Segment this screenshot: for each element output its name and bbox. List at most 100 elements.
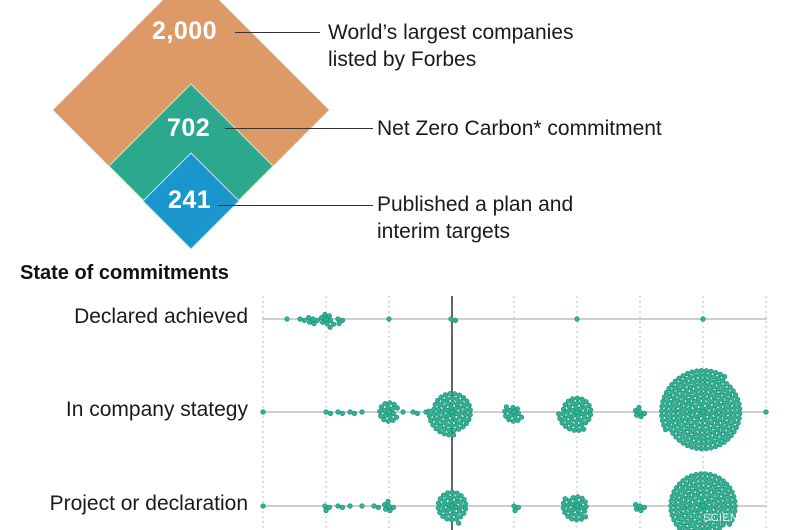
company-dot [734, 396, 741, 403]
company-dot [569, 516, 575, 522]
company-dot [732, 404, 738, 410]
company-dot [681, 422, 687, 428]
company-dot [659, 403, 665, 409]
company-dot [698, 436, 705, 443]
company-dot [663, 389, 670, 396]
company-dot [581, 508, 588, 514]
company-dot [437, 415, 443, 422]
company-dot [508, 412, 514, 418]
company-dot [667, 393, 673, 400]
company-dot [699, 418, 705, 424]
company-dot [435, 397, 441, 404]
company-dot [688, 423, 695, 429]
company-dot [727, 504, 734, 511]
company-dot [719, 490, 725, 496]
company-dot [456, 508, 463, 514]
company-dot [715, 480, 721, 486]
company-dot [711, 395, 718, 401]
company-dot [638, 507, 644, 514]
company-dot [673, 403, 679, 409]
annotation-plan-line2: interim targets [377, 220, 511, 243]
company-dot [688, 522, 694, 529]
company-dot [566, 498, 573, 504]
company-dot [731, 429, 737, 435]
company-dot [575, 494, 581, 500]
company-dot [703, 386, 709, 392]
company-dot [718, 412, 724, 418]
company-dot [330, 321, 337, 327]
company-dot [673, 497, 679, 503]
company-dot [715, 398, 721, 404]
company-dot [717, 371, 723, 377]
company-dot [322, 503, 328, 509]
company-dot [515, 417, 521, 423]
company-dot [722, 486, 728, 493]
company-dot [679, 512, 685, 518]
company-dot [449, 395, 455, 401]
company-dot [581, 426, 587, 432]
company-dot [390, 504, 396, 510]
company-dot [705, 490, 711, 496]
company-dot [697, 381, 703, 388]
company-dot [708, 445, 714, 451]
company-dot [371, 503, 377, 509]
row-label-project-or-declaration: Project or declaration [49, 492, 248, 515]
company-dot [467, 412, 473, 418]
company-dot [668, 414, 674, 420]
company-dot [375, 504, 381, 510]
company-dot [732, 409, 738, 415]
company-dot [712, 510, 718, 516]
company-dot [730, 388, 736, 394]
company-dot [720, 522, 726, 528]
company-dot [431, 406, 437, 412]
company-dot [435, 500, 442, 506]
company-dot [725, 514, 731, 520]
company-dot [693, 392, 699, 398]
company-dot [681, 429, 687, 435]
company-dot [680, 484, 686, 490]
company-dot [449, 423, 455, 429]
company-dot [706, 431, 712, 437]
company-dot [306, 315, 312, 321]
company-dot [713, 370, 719, 376]
company-dot [685, 526, 691, 530]
company-dot [727, 415, 733, 421]
company-dot [347, 409, 353, 415]
company-dot [566, 404, 573, 410]
company-dot [437, 428, 443, 435]
company-dot [577, 406, 583, 412]
company-dot [659, 417, 666, 424]
company-dot [687, 478, 694, 484]
company-dot [456, 414, 463, 420]
company-dot [676, 375, 682, 381]
company-dot [514, 406, 520, 412]
company-dot [672, 407, 679, 414]
company-dot [565, 419, 571, 425]
company-dot [434, 420, 440, 426]
company-dot [689, 434, 695, 440]
company-dot [709, 493, 715, 499]
company-dot [697, 506, 703, 512]
company-dot [693, 377, 699, 384]
company-dot [569, 416, 575, 423]
company-dot [703, 485, 709, 491]
company-dot [460, 395, 467, 401]
company-dot [673, 485, 680, 491]
company-dot [692, 373, 698, 379]
company-dot [688, 428, 694, 435]
company-dot [323, 507, 329, 514]
company-dot [339, 504, 345, 510]
leader-line-241 [218, 205, 373, 206]
company-dot [456, 392, 463, 398]
company-dot [683, 495, 689, 502]
leader-line-2000 [235, 32, 320, 33]
company-dot [461, 510, 467, 516]
company-dot [386, 316, 392, 322]
company-dot [326, 504, 332, 510]
company-dot [678, 425, 684, 432]
company-dot [711, 429, 717, 435]
company-dot [708, 387, 714, 393]
company-dot [457, 420, 464, 426]
company-dot [721, 494, 727, 500]
company-dot [716, 437, 722, 443]
